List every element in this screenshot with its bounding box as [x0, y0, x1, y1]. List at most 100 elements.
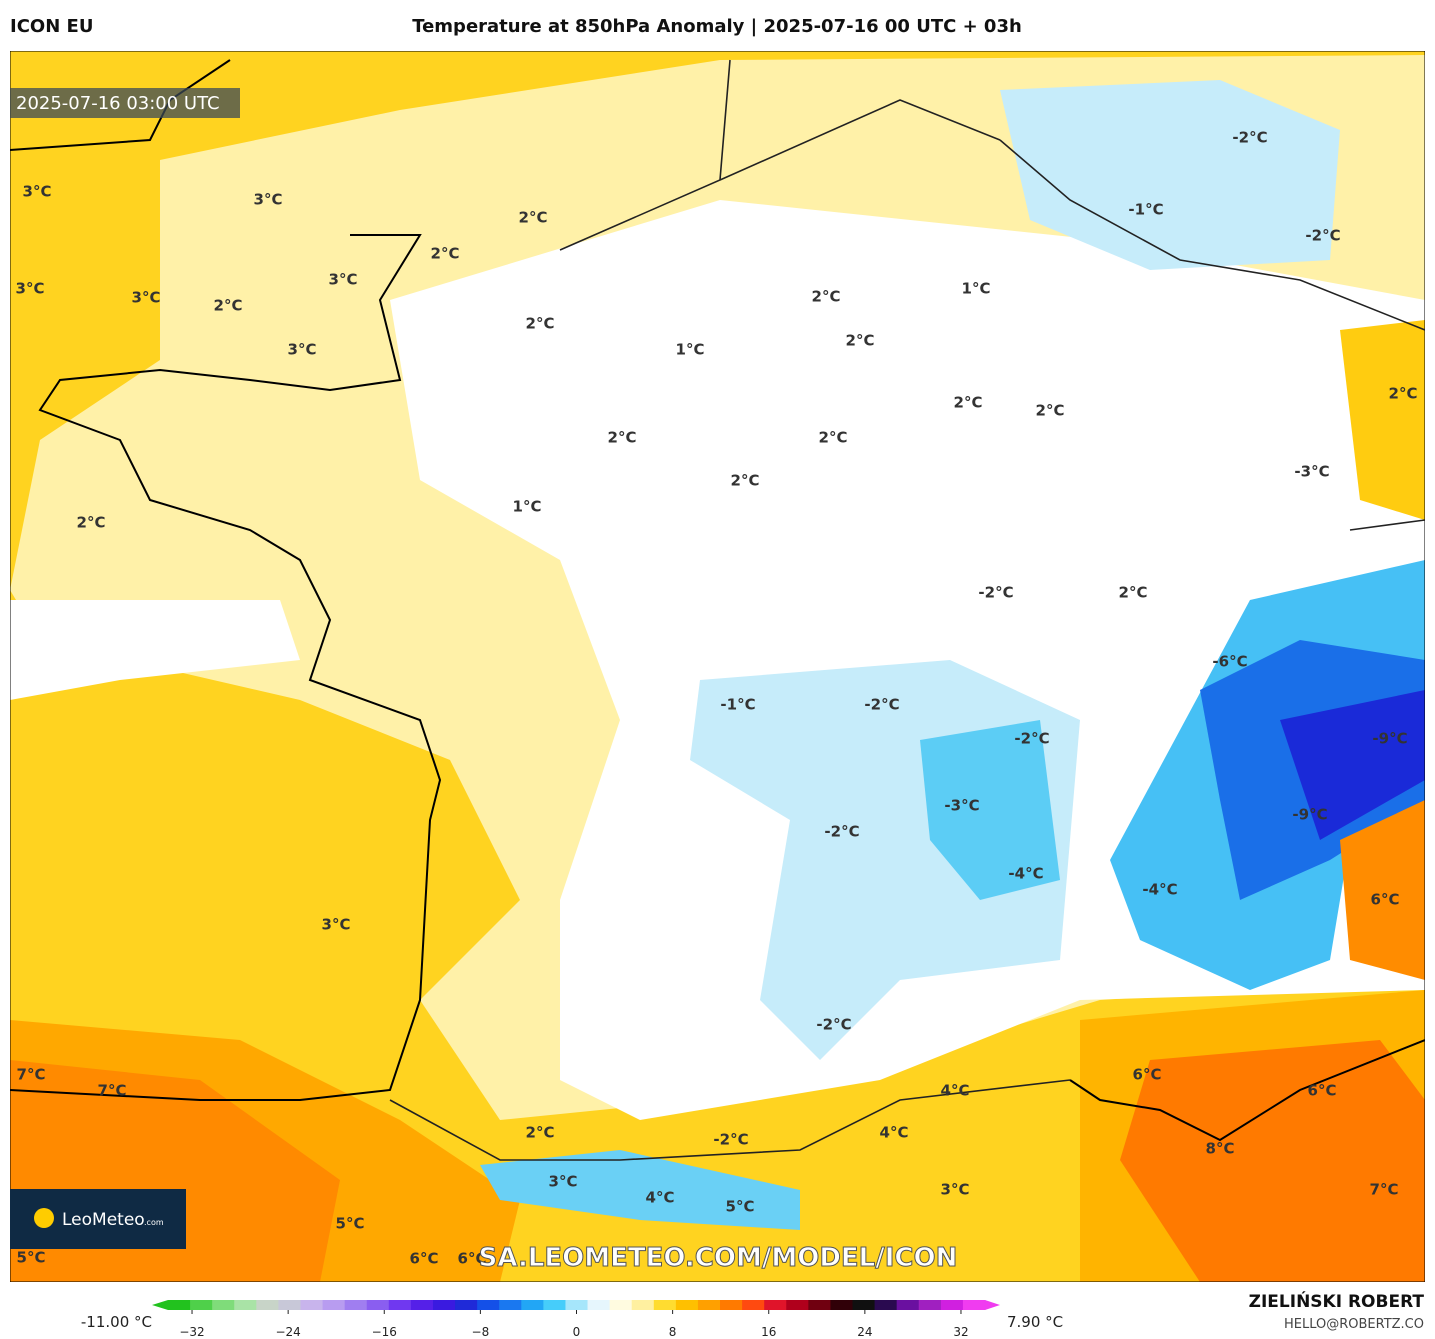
temp-label: 3°C: [254, 191, 283, 209]
temp-label: 4°C: [646, 1189, 675, 1207]
time-box: [10, 88, 240, 118]
colorbar-swatch: [918, 1300, 942, 1310]
temp-label: -4°C: [1142, 881, 1177, 899]
temp-label: 6°C: [1133, 1066, 1162, 1084]
colorbar-swatch: [852, 1300, 876, 1310]
temp-label: 5°C: [17, 1249, 46, 1267]
colorbar-tick-label: −8: [472, 1325, 490, 1339]
temp-label: 5°C: [336, 1215, 365, 1233]
temp-label: -2°C: [1305, 227, 1340, 245]
colorbar-swatch: [587, 1300, 611, 1310]
colorbar-swatch: [631, 1300, 655, 1310]
colorbar-swatch: [742, 1300, 765, 1310]
colorbar-swatch: [962, 1300, 986, 1310]
colorbar-swatch: [543, 1300, 566, 1310]
temp-label: 5°C: [726, 1198, 755, 1216]
colorbar-swatch: [322, 1300, 346, 1310]
temp-label: 3°C: [16, 280, 45, 298]
map-title: Temperature at 850hPa Anomaly | 2025-07-…: [412, 16, 1022, 37]
colorbar-tick-label: 24: [857, 1325, 872, 1339]
colorbar-swatch: [344, 1300, 368, 1310]
temp-label: 3°C: [132, 289, 161, 307]
temp-label: 3°C: [288, 341, 317, 359]
temp-label: -2°C: [824, 823, 859, 841]
colorbar-swatch: [212, 1300, 235, 1310]
logo-suffix: .com: [144, 1218, 164, 1227]
colorbar-swatch: [388, 1300, 412, 1310]
colorbar-tick-label: 8: [669, 1325, 677, 1339]
temp-label: -2°C: [978, 584, 1013, 602]
colorbar-extend-min: [152, 1300, 168, 1310]
colorbar-swatch: [432, 1300, 456, 1310]
colorbar-swatch: [940, 1300, 964, 1310]
temp-label: 3°C: [549, 1173, 578, 1191]
colorbar-swatch: [653, 1300, 677, 1310]
colorbar-swatch: [410, 1300, 434, 1310]
temp-label: 2°C: [526, 315, 555, 333]
temp-label: 2°C: [526, 1124, 555, 1142]
colorbar-swatch: [896, 1300, 920, 1310]
temp-label: 7°C: [98, 1082, 127, 1100]
colorbar-swatch: [366, 1300, 390, 1310]
colorbar-swatch: [234, 1300, 257, 1310]
temp-label: 1°C: [513, 498, 542, 516]
colorbar-swatch: [609, 1300, 633, 1310]
temp-label: 2°C: [214, 297, 243, 315]
colorbar-tick-label: 32: [953, 1325, 968, 1339]
model-name: ICON EU: [10, 16, 93, 37]
colorbar: −32 −24 −16 −8 0 8 16 24 32: [152, 1300, 1000, 1339]
temp-label: 1°C: [962, 280, 991, 298]
temp-label: 4°C: [941, 1082, 970, 1100]
colorbar-extend-max: [985, 1300, 1000, 1310]
temp-label: 7°C: [17, 1066, 46, 1084]
temp-label: -3°C: [1294, 463, 1329, 481]
temp-label: -9°C: [1372, 730, 1407, 748]
colorbar-swatch: [830, 1300, 854, 1310]
temp-label: 8°C: [1206, 1140, 1235, 1158]
temp-label: 6°C: [1308, 1082, 1337, 1100]
temp-label: 2°C: [431, 245, 460, 263]
temp-label: 3°C: [941, 1181, 970, 1199]
author: ZIELIŃSKI ROBERT: [1249, 1290, 1425, 1312]
watermark: SA.LEOMETEO.COM/MODEL/ICON: [479, 1243, 958, 1273]
temp-label: 2°C: [846, 332, 875, 350]
colorbar-swatch: [190, 1300, 213, 1310]
temp-label: -3°C: [944, 797, 979, 815]
colorbar-swatch: [675, 1300, 699, 1310]
max-label: 7.90 °C: [1007, 1313, 1063, 1331]
temp-label: -2°C: [1014, 730, 1049, 748]
logo-name: LeoMeteo: [62, 1210, 145, 1230]
temp-label: 2°C: [954, 394, 983, 412]
temp-label: 2°C: [819, 429, 848, 447]
temp-label: 2°C: [1119, 584, 1148, 602]
colorbar-swatch: [874, 1300, 898, 1310]
colorbar-swatch: [300, 1300, 324, 1310]
temp-label: 2°C: [1389, 385, 1418, 403]
temp-label: -2°C: [713, 1131, 748, 1149]
temp-label: -2°C: [1232, 129, 1267, 147]
temp-label: 3°C: [322, 916, 351, 934]
temp-label: 1°C: [676, 341, 705, 359]
valid-time: 2025-07-16 03:00 UTC: [16, 93, 220, 114]
email: HELLO@ROBERTZ.CO: [1284, 1317, 1424, 1332]
temp-label: 6°C: [1371, 891, 1400, 909]
colorbar-tick-label: −16: [372, 1325, 397, 1339]
colorbar-tick-label: −24: [275, 1325, 300, 1339]
min-label: -11.00 °C: [81, 1313, 152, 1331]
temp-label: 2°C: [519, 209, 548, 227]
temp-label: -9°C: [1292, 806, 1327, 824]
colorbar-swatch: [477, 1300, 500, 1310]
colorbar-tick-label: 16: [761, 1325, 776, 1339]
temp-label: -1°C: [720, 696, 755, 714]
temp-label: -6°C: [1212, 653, 1247, 671]
temp-label: 2°C: [812, 288, 841, 306]
colorbar-tick-label: 0: [573, 1325, 581, 1339]
colorbar-swatch: [521, 1300, 544, 1310]
colorbar-swatch: [720, 1300, 743, 1310]
temp-label: -1°C: [1128, 201, 1163, 219]
temp-label: 7°C: [1370, 1181, 1399, 1199]
logo-sun: [34, 1208, 54, 1228]
colorbar-swatch: [697, 1300, 721, 1310]
